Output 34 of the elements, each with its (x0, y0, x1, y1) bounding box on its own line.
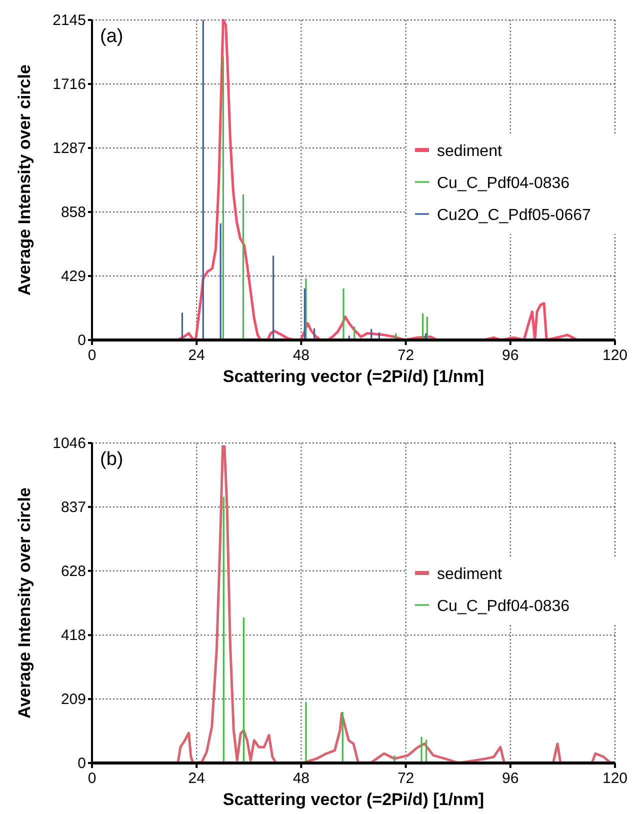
y-tick-label: 1716 (52, 76, 86, 93)
x-tick-label: 72 (397, 770, 414, 787)
x-axis-title: Scattering vector (=2Pi/d) [1/nm] (222, 367, 484, 386)
y-tick-label: 418 (60, 627, 86, 644)
y-tick-label: 1046 (52, 435, 86, 452)
y-tick-label: 2145 (52, 12, 86, 29)
legend-label: sediment (437, 143, 502, 160)
x-tick-label: 24 (188, 770, 205, 787)
x-tick-label: 72 (397, 347, 414, 364)
y-axis-title: Average Intensity over circle (15, 64, 34, 296)
x-tick-label: 48 (292, 770, 310, 787)
y-tick-label: 858 (60, 204, 86, 221)
x-tick-label: 24 (188, 347, 205, 364)
legend-label: Cu2O_C_Pdf05-0667 (437, 207, 591, 224)
x-tick-label: 48 (292, 347, 310, 364)
y-tick-label: 429 (60, 268, 86, 285)
line-series (176, 445, 612, 764)
legend-label: Cu_C_Pdf04-0836 (437, 598, 570, 615)
y-tick-label: 628 (60, 562, 86, 580)
x-tick-label: 120 (602, 770, 628, 787)
x-axis-title: Scattering vector (=2Pi/d) [1/nm] (222, 790, 484, 809)
y-tick-label: 1287 (52, 140, 86, 157)
legend-label: sediment (437, 566, 502, 583)
y-tick-label: 0 (78, 332, 86, 349)
legend-label: Cu_C_Pdf04-0836 (437, 175, 570, 192)
annotation: (b) (100, 449, 124, 470)
y-tick-label: 209 (60, 691, 86, 708)
y-tick-label: 0 (78, 755, 86, 772)
x-tick-label: 120 (602, 347, 628, 364)
x-tick-label: 96 (502, 347, 519, 364)
annotation: (a) (100, 26, 124, 47)
y-axis-title: Average Intensity over circle (15, 488, 34, 718)
y-tick-label: 837 (60, 498, 86, 516)
x-tick-label: 96 (502, 770, 519, 787)
